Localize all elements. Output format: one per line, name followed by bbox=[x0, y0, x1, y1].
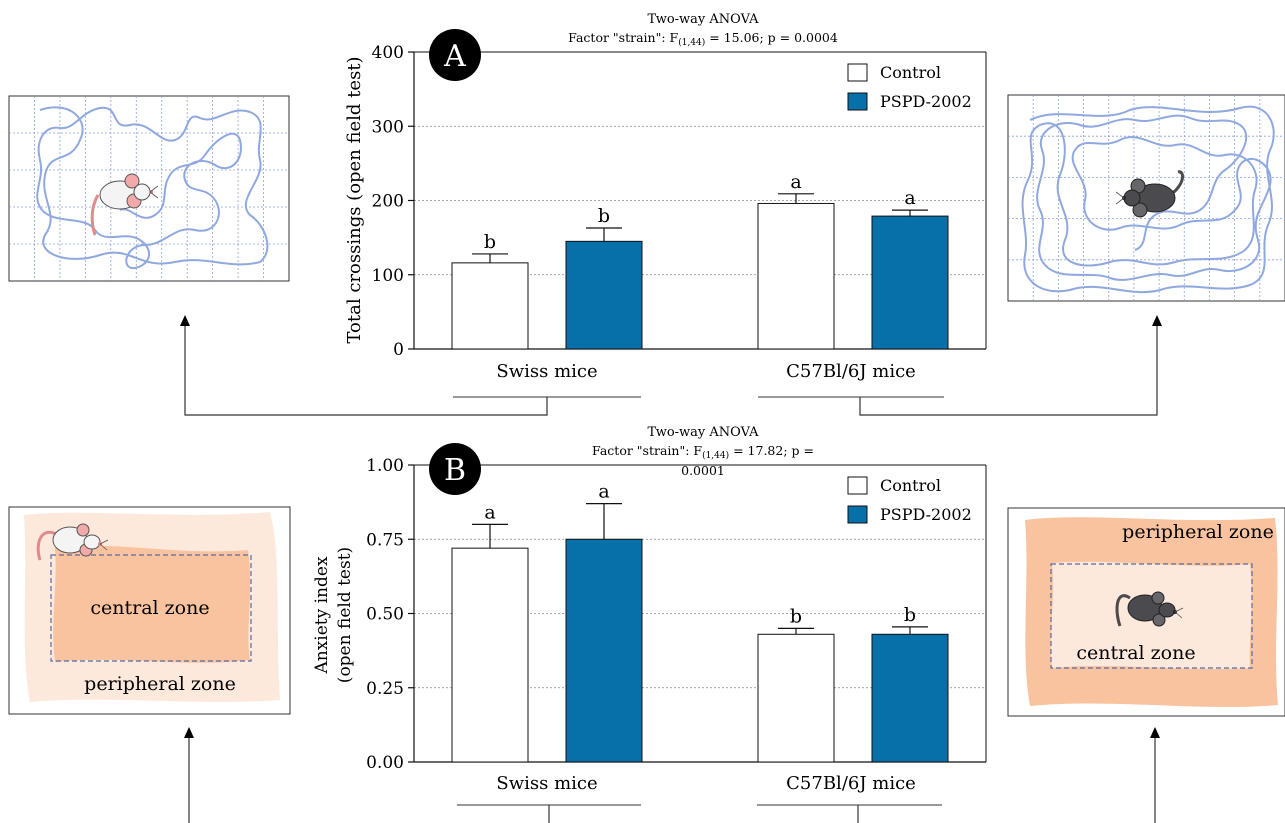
panel-b-badge-label: B bbox=[444, 453, 466, 488]
panel-a-category-swiss: Swiss mice bbox=[496, 361, 597, 382]
white-mouse-icon bbox=[90, 173, 159, 236]
bar-pspd-2002-1 bbox=[565, 240, 643, 350]
bar-control-1 bbox=[451, 547, 529, 763]
swiss-central-zone-border bbox=[50, 554, 252, 662]
y-tick-label: 1.00 bbox=[366, 456, 404, 476]
y-tick-label: 0 bbox=[393, 340, 404, 360]
black-mouse-icon bbox=[1115, 170, 1184, 218]
c57-central-zone-label: central zone bbox=[1076, 642, 1195, 664]
panel-b-anova-stat: Factor "strain": F(1,44) = 17.82; p = bbox=[592, 443, 814, 461]
swiss-track-path bbox=[36, 106, 269, 270]
panel-a-legend-control: Control bbox=[880, 63, 941, 82]
panel-a-legend-pspd: PSPD-2002 bbox=[880, 92, 972, 111]
y-tick-label: 0.00 bbox=[366, 753, 404, 773]
panel-a-category-c57: C57Bl/6J mice bbox=[786, 361, 916, 382]
y-tick-label: 0.75 bbox=[366, 530, 404, 550]
panel-a-badge bbox=[429, 29, 481, 81]
panel-a-bars: b a b a bbox=[451, 171, 949, 350]
panel-a-legend-control-swatch bbox=[847, 63, 868, 82]
bar-control-2 bbox=[757, 202, 835, 350]
significance-letter: a bbox=[904, 187, 915, 209]
swiss-central-zone-label: central zone bbox=[90, 597, 209, 619]
y-tick-label: 100 bbox=[372, 266, 404, 286]
y-tick-label: 0.25 bbox=[366, 679, 404, 699]
panel-a-anova-stat: Factor "strain": F(1,44) = 15.06; p = 0.… bbox=[568, 30, 838, 48]
swiss-peripheral-zone-label: peripheral zone bbox=[84, 673, 236, 695]
white-mouse-icon bbox=[36, 523, 109, 561]
swiss-track-illustration bbox=[8, 95, 290, 282]
panel-b-legend-control-swatch bbox=[847, 476, 868, 495]
swiss-track-grid bbox=[9, 96, 289, 281]
panel-b-bars: a b a b bbox=[451, 481, 949, 763]
panel-a: Two-way ANOVA Factor "strain": F(1,44) =… bbox=[344, 12, 987, 398]
significance-letter: b bbox=[598, 205, 610, 227]
significance-letter: a bbox=[598, 481, 609, 503]
panel-a-ylabel: Total crossings (open field test) bbox=[344, 56, 365, 343]
bar-pspd-2002-2 bbox=[871, 633, 949, 763]
arrow-head-right-a bbox=[1152, 315, 1162, 326]
black-mouse-icon bbox=[1115, 591, 1184, 627]
panel-b-anova-stat-line2: 0.0001 bbox=[681, 463, 725, 478]
panel-b-ylabel-line2: (open field test) bbox=[335, 547, 355, 683]
panel-b-anova-title: Two-way ANOVA bbox=[648, 425, 760, 440]
y-tick-label: 0.50 bbox=[366, 605, 404, 625]
bar-control-2 bbox=[757, 633, 835, 763]
c57-zone-illustration: peripheral zone central zone bbox=[1007, 507, 1285, 717]
panel-b-category-c57: C57Bl/6J mice bbox=[786, 773, 916, 794]
bar-control-1 bbox=[451, 262, 529, 350]
c57-peripheral-zone-label: peripheral zone bbox=[1122, 521, 1274, 543]
y-tick-label: 400 bbox=[372, 43, 404, 63]
panel-a-badge-label: A bbox=[443, 39, 466, 74]
significance-letter: b bbox=[790, 605, 802, 627]
bar-pspd-2002-2 bbox=[871, 215, 949, 350]
panel-b-legend-control: Control bbox=[880, 476, 941, 495]
swiss-central-fill bbox=[53, 545, 251, 663]
panel-b-ylabel: Anxiety index bbox=[312, 556, 332, 674]
panel-a-legend-pspd-swatch bbox=[847, 92, 868, 111]
panel-b-y-ticks: 0.00 0.25 0.50 0.75 1.00 bbox=[366, 456, 414, 773]
c57-track-path bbox=[1021, 105, 1275, 294]
significance-letter: a bbox=[790, 171, 801, 193]
significance-letter: b bbox=[484, 231, 496, 253]
y-tick-label: 300 bbox=[372, 117, 404, 137]
panel-b-connectors bbox=[188, 735, 1156, 823]
swiss-zone-illustration: central zone peripheral zone bbox=[8, 506, 291, 715]
arrow-head-right-b bbox=[1150, 727, 1160, 738]
panel-b-badge bbox=[429, 443, 481, 495]
panel-a-anova-title: Two-way ANOVA bbox=[648, 12, 760, 27]
y-tick-label: 200 bbox=[372, 192, 404, 212]
arrow-head-left-b bbox=[184, 727, 194, 738]
panel-b-category-swiss: Swiss mice bbox=[496, 773, 597, 794]
c57-central-zone-border bbox=[1050, 563, 1253, 669]
panel-a-y-ticks: 0 100 200 300 400 bbox=[372, 43, 414, 360]
panel-a-connectors bbox=[184, 322, 1158, 416]
panel-b-legend-pspd: PSPD-2002 bbox=[880, 505, 972, 524]
c57-track-illustration bbox=[1007, 94, 1285, 302]
arrow-head-left-a bbox=[180, 315, 190, 326]
panel-b: Two-way ANOVA Factor "strain": F(1,44) =… bbox=[312, 425, 987, 806]
panel-b-legend-pspd-swatch bbox=[847, 505, 868, 524]
bar-pspd-2002-1 bbox=[565, 538, 643, 763]
significance-letter: a bbox=[484, 501, 495, 523]
significance-letter: b bbox=[904, 604, 916, 626]
